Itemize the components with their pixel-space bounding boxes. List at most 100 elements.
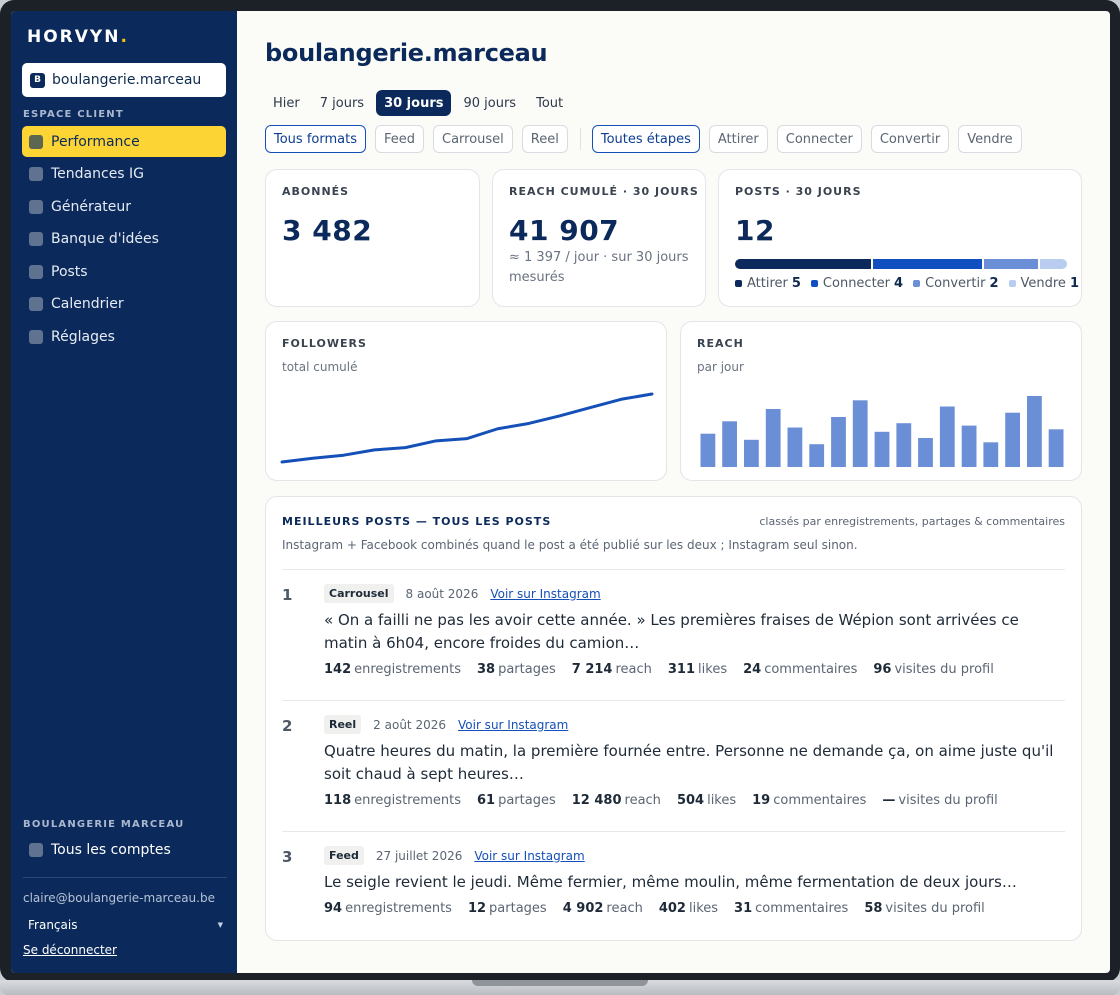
stat-value: 12 <box>467 901 487 916</box>
stat-enregistrements: 94 enregistrements <box>324 901 452 916</box>
filter-stage-toutes-etapes[interactable]: Toutes étapes <box>591 125 700 153</box>
stat-label: reach <box>624 793 661 808</box>
post-format-badge: Feed <box>324 846 364 865</box>
legend-dot <box>1008 280 1016 287</box>
stat-visites-du-profil: — visites du profil <box>882 793 997 808</box>
legend-count: 2 <box>989 276 999 291</box>
stat-value: 19 <box>752 793 771 808</box>
tab-range-hier[interactable]: Hier <box>273 95 300 111</box>
kpi-reach-sub: ≈ 1 397 / jour · sur 30 jours mesurés <box>509 250 689 285</box>
stat-enregistrements: 142 enregistrements <box>324 662 461 677</box>
stage-segment-connecter <box>872 259 982 269</box>
legend-connecter: Connecter 4 <box>810 276 904 291</box>
reach-bar-7 <box>831 417 846 467</box>
sidebar-item-posts[interactable]: Posts <box>22 256 226 287</box>
filter-stage-convertir[interactable]: Convertir <box>870 125 950 153</box>
main-content: boulangerie.marceau Hier 7 jours 30 jours 9… <box>237 11 1110 973</box>
reach-bar-6 <box>809 444 825 467</box>
stat-value: 504 <box>676 793 705 808</box>
reach-bar-10 <box>896 423 912 467</box>
reach-chart-card: REACH par jour <box>680 321 1082 481</box>
best-posts-sort-note: classés par enregistrements, partages & … <box>759 515 1065 528</box>
best-posts-note: Instagram + Facebook combinés quand le p… <box>282 538 858 552</box>
followers-chart-label: FOLLOWERS <box>282 337 367 350</box>
stat-commentaires: 24 commentaires <box>743 662 857 677</box>
tab-range-tout[interactable]: Tout <box>536 95 564 111</box>
view-on-instagram-link[interactable]: Voir sur Instagram <box>457 717 569 732</box>
reach-bar-2 <box>722 421 737 467</box>
reach-bar-13 <box>961 425 977 467</box>
stat-commentaires: 19 commentaires <box>752 793 866 808</box>
legend-count: 4 <box>894 276 904 291</box>
reach-bar-8 <box>852 400 868 467</box>
stat-label: visites du profil <box>898 793 998 808</box>
sidebar-item-performance[interactable]: Performance <box>22 126 226 157</box>
filter-stage-attirer[interactable]: Attirer <box>708 125 768 153</box>
account-switcher[interactable]: B boulangerie.marceau <box>22 63 226 97</box>
performance-icon <box>29 134 43 149</box>
best-posts-card: MEILLEURS POSTS — TOUS LES POSTS classés… <box>265 496 1082 941</box>
posts-icon <box>29 264 43 279</box>
legend-label: Vendre <box>1020 276 1066 291</box>
user-email: claire@boulangerie-marceau.be <box>23 891 215 905</box>
sidebar-item-label: Performance <box>51 133 140 150</box>
stat-label: commentaires <box>773 793 867 808</box>
legend-attirer: Attirer 5 <box>735 276 801 291</box>
tab-range-30-jours[interactable]: 30 jours <box>376 90 452 116</box>
list-item: 2 Reel 2 août 2026 Voir sur Instagram Quatre… <box>282 700 1065 831</box>
post-caption: Quatre heures du matin, la première four… <box>324 742 1054 783</box>
banque-d-idees-icon <box>29 232 43 247</box>
stat-label: partages <box>498 662 556 677</box>
stage-segment-convertir <box>983 259 1038 269</box>
kpi-reach-value: 41 907 <box>509 214 620 247</box>
filter-format-feed[interactable]: Feed <box>374 125 424 153</box>
reach-bar-17 <box>1048 429 1064 467</box>
reach-bar-11 <box>918 438 933 467</box>
stat-value: 38 <box>477 662 496 677</box>
all-accounts-link[interactable]: Tous les comptes <box>22 835 226 865</box>
filter-chips: Tous formats Feed Carrousel Reel Toutes étap… <box>265 125 1031 153</box>
post-stats: 142 enregistrements 38 partages 7 214 reach 31… <box>324 662 1010 677</box>
stat-value: 402 <box>658 901 686 916</box>
stat-value: 118 <box>324 793 352 808</box>
account-name: boulangerie.marceau <box>52 72 202 88</box>
post-caption: Le seigle revient le jeudi. Même fermier… <box>324 873 1017 891</box>
sidebar-item-label: Calendrier <box>51 296 124 313</box>
sidebar-item-tendances-ig[interactable]: Tendances IG <box>22 159 226 190</box>
followers-chart-sub: total cumulé <box>282 360 358 374</box>
view-on-instagram-link[interactable]: Voir sur Instagram <box>490 586 601 601</box>
logout-link[interactable]: Se déconnecter <box>23 943 117 957</box>
stat-value: 96 <box>873 662 892 677</box>
followers-point-4 <box>373 448 376 452</box>
followers-point-7 <box>465 437 469 440</box>
chevron-down-icon: ▼ <box>217 921 223 929</box>
stat-partages: 12 partages <box>468 901 547 916</box>
list-item: 3 Feed 27 juillet 2026 Voir sur Instagram Le… <box>282 831 1065 941</box>
filter-stage-connecter[interactable]: Connecter <box>776 125 862 153</box>
sidebar-item-banque-d-idees[interactable]: Banque d'idées <box>22 224 226 255</box>
sidebar-item-calendrier[interactable]: Calendrier <box>22 289 226 320</box>
legend-label: Connecter <box>822 276 891 291</box>
stat-value: 4 902 <box>562 901 604 916</box>
sidebar-item-reglages[interactable]: Réglages <box>22 322 226 353</box>
filter-format-carrousel[interactable]: Carrousel <box>433 125 513 153</box>
view-on-instagram-link[interactable]: Voir sur Instagram <box>474 848 585 863</box>
stat-label: commentaires <box>755 901 849 916</box>
followers-point-3 <box>342 454 345 457</box>
tab-range-7-jours[interactable]: 7 jours <box>319 95 365 111</box>
stage-segment-attirer <box>735 259 871 269</box>
filter-stage-vendre[interactable]: Vendre <box>958 125 1022 153</box>
reach-bar-3 <box>744 439 759 467</box>
language-select[interactable]: Français ▼ <box>23 914 223 936</box>
filter-format-reel[interactable]: Reel <box>521 125 568 153</box>
legend-label: Convertir <box>925 276 986 291</box>
stat-label: enregistrements <box>354 662 461 677</box>
logo[interactable]: HORVYN. <box>27 27 129 47</box>
post-meta: Feed 27 juillet 2026 Voir sur Instagram <box>324 846 585 865</box>
reach-chart-sub: par jour <box>697 360 744 374</box>
legend-dot <box>913 280 921 287</box>
filter-format-tous-formats[interactable]: Tous formats <box>265 125 366 153</box>
followers-series-line <box>280 392 654 464</box>
sidebar-item-generateur[interactable]: Générateur <box>22 191 226 222</box>
tab-range-90-jours[interactable]: 90 jours <box>463 95 517 111</box>
